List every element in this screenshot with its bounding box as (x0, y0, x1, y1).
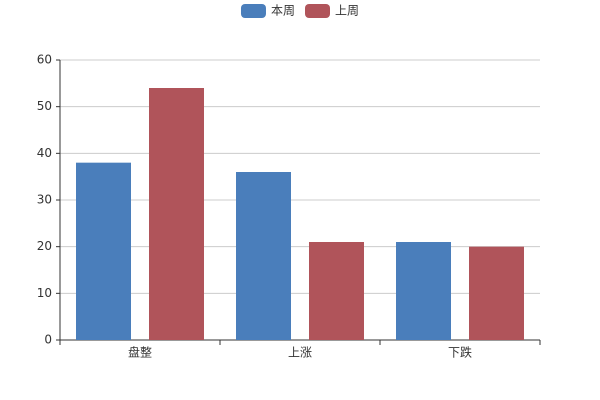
bar (236, 172, 291, 340)
y-tick-label: 30 (37, 193, 52, 207)
bar (469, 246, 524, 340)
y-tick-label: 0 (44, 333, 52, 347)
bar (396, 242, 451, 340)
y-tick-label: 20 (37, 239, 52, 253)
legend: 本周 上周 (240, 4, 359, 18)
y-tick-label: 50 (37, 99, 52, 113)
legend-label: 上周 (335, 4, 359, 18)
y-tick-label: 10 (37, 286, 52, 300)
x-tick-label: 盘整 (128, 345, 152, 360)
y-tick-label: 60 (37, 53, 52, 67)
legend-swatch (240, 4, 266, 18)
legend-label: 本周 (271, 4, 295, 18)
x-tick-label: 上涨 (288, 345, 312, 360)
legend-swatch (305, 4, 330, 18)
bar (149, 88, 204, 340)
bar (309, 242, 364, 340)
bar (76, 162, 131, 340)
x-tick-label: 下跌 (448, 345, 472, 360)
y-tick-label: 40 (37, 146, 52, 160)
